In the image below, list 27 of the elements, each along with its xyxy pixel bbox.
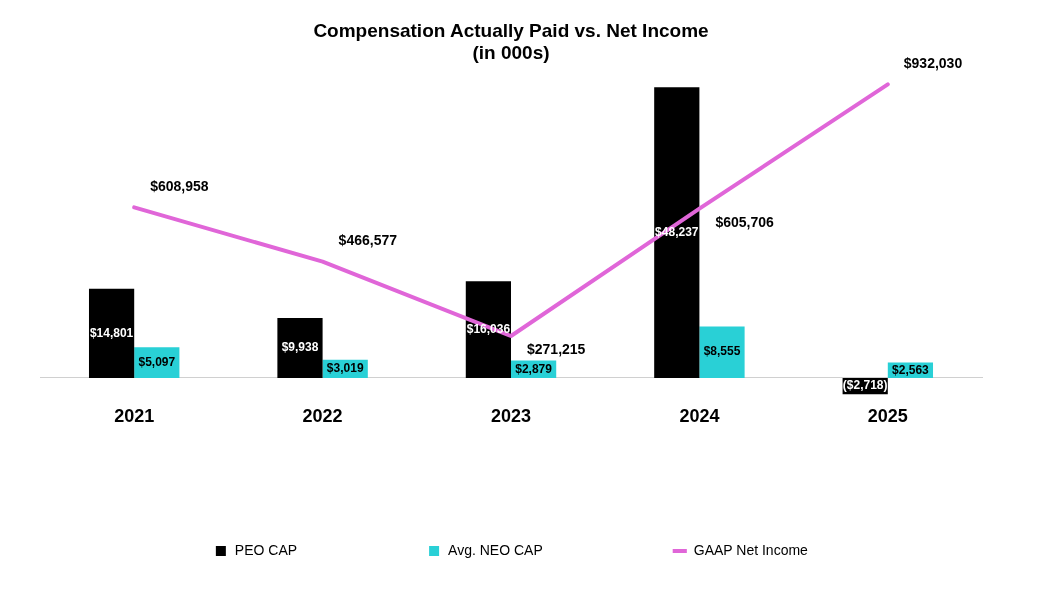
chart-title: Compensation Actually Paid vs. Net Income (in 000s)	[313, 19, 709, 64]
data-label: $9,938	[281, 340, 319, 355]
data-label: $2,879	[515, 361, 553, 376]
bar	[277, 318, 323, 378]
x-tick-label: 2021	[114, 405, 155, 426]
x-tick-label: 2024	[679, 405, 720, 426]
data-label: $3,019	[326, 361, 364, 376]
data-label: ($2,718)	[842, 378, 888, 393]
legend-label: Avg. NEO CAP	[448, 541, 543, 558]
data-label: $608,958	[150, 178, 209, 195]
legend-label: PEO CAP	[234, 541, 298, 558]
data-label: $466,577	[338, 232, 398, 249]
data-label: $605,706	[715, 213, 775, 230]
bar	[88, 288, 135, 378]
data-label: $5,097	[138, 354, 176, 369]
x-tick-label: 2025	[867, 405, 908, 426]
x-tick-label: 2022	[302, 405, 343, 426]
bar	[699, 326, 745, 378]
legend-label: GAAP Net Income	[693, 541, 809, 558]
data-label: $271,215	[527, 340, 586, 357]
x-tick-label: 2023	[490, 405, 532, 426]
data-label: $932,030	[903, 55, 963, 72]
bar	[654, 87, 700, 378]
bar	[465, 281, 511, 378]
data-label: $14,801	[89, 325, 134, 340]
data-label: $2,563	[892, 362, 930, 377]
data-label: $8,555	[703, 344, 741, 359]
